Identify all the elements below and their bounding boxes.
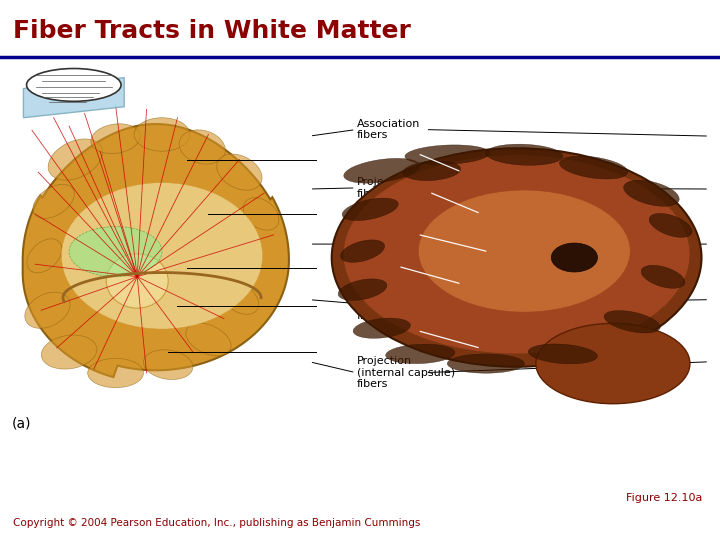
Text: Projection
(internal capsule)
fibers: Projection (internal capsule) fibers (357, 356, 455, 389)
Ellipse shape (69, 226, 162, 276)
Ellipse shape (107, 254, 168, 308)
Ellipse shape (447, 354, 524, 373)
Text: Corpus callosum
(commissural
fibers): Corpus callosum (commissural fibers) (357, 287, 449, 320)
Ellipse shape (338, 279, 387, 300)
Ellipse shape (641, 265, 685, 288)
Ellipse shape (386, 344, 455, 363)
Text: Figure 12.10a: Figure 12.10a (626, 493, 702, 503)
Text: Fiber Tracts in White Matter: Fiber Tracts in White Matter (13, 19, 411, 43)
Ellipse shape (405, 145, 490, 165)
Ellipse shape (217, 154, 262, 190)
Ellipse shape (134, 118, 190, 151)
Ellipse shape (341, 240, 384, 262)
Ellipse shape (536, 323, 690, 404)
Ellipse shape (649, 213, 692, 238)
PathPatch shape (23, 78, 125, 118)
Ellipse shape (486, 144, 563, 165)
Ellipse shape (220, 281, 258, 314)
Ellipse shape (91, 124, 140, 153)
Text: (a): (a) (12, 416, 32, 430)
Ellipse shape (41, 335, 97, 369)
Ellipse shape (332, 148, 701, 367)
Ellipse shape (528, 344, 598, 364)
Text: Thalamus and
internal capsule: Thalamus and internal capsule (357, 233, 446, 255)
Text: Association
fibers: Association fibers (357, 119, 420, 140)
Ellipse shape (33, 184, 74, 219)
Ellipse shape (342, 198, 398, 220)
Ellipse shape (418, 190, 630, 312)
Ellipse shape (604, 310, 660, 333)
Ellipse shape (552, 243, 598, 272)
Ellipse shape (559, 156, 628, 179)
Ellipse shape (143, 350, 193, 380)
Text: Copyright © 2004 Pearson Education, Inc., publishing as Benjamin Cummings: Copyright © 2004 Pearson Education, Inc.… (13, 518, 420, 528)
Ellipse shape (353, 318, 410, 339)
Ellipse shape (179, 130, 225, 164)
Text: Projection
fibers: Projection fibers (357, 177, 413, 199)
Ellipse shape (61, 183, 263, 329)
Ellipse shape (343, 155, 690, 354)
Ellipse shape (624, 180, 679, 206)
Ellipse shape (243, 198, 279, 230)
Ellipse shape (48, 139, 102, 180)
Ellipse shape (24, 292, 70, 328)
Ellipse shape (88, 359, 143, 388)
PathPatch shape (23, 124, 289, 377)
Ellipse shape (343, 158, 420, 183)
Ellipse shape (27, 69, 121, 102)
Ellipse shape (27, 239, 62, 273)
Ellipse shape (186, 323, 231, 356)
Ellipse shape (403, 161, 461, 180)
